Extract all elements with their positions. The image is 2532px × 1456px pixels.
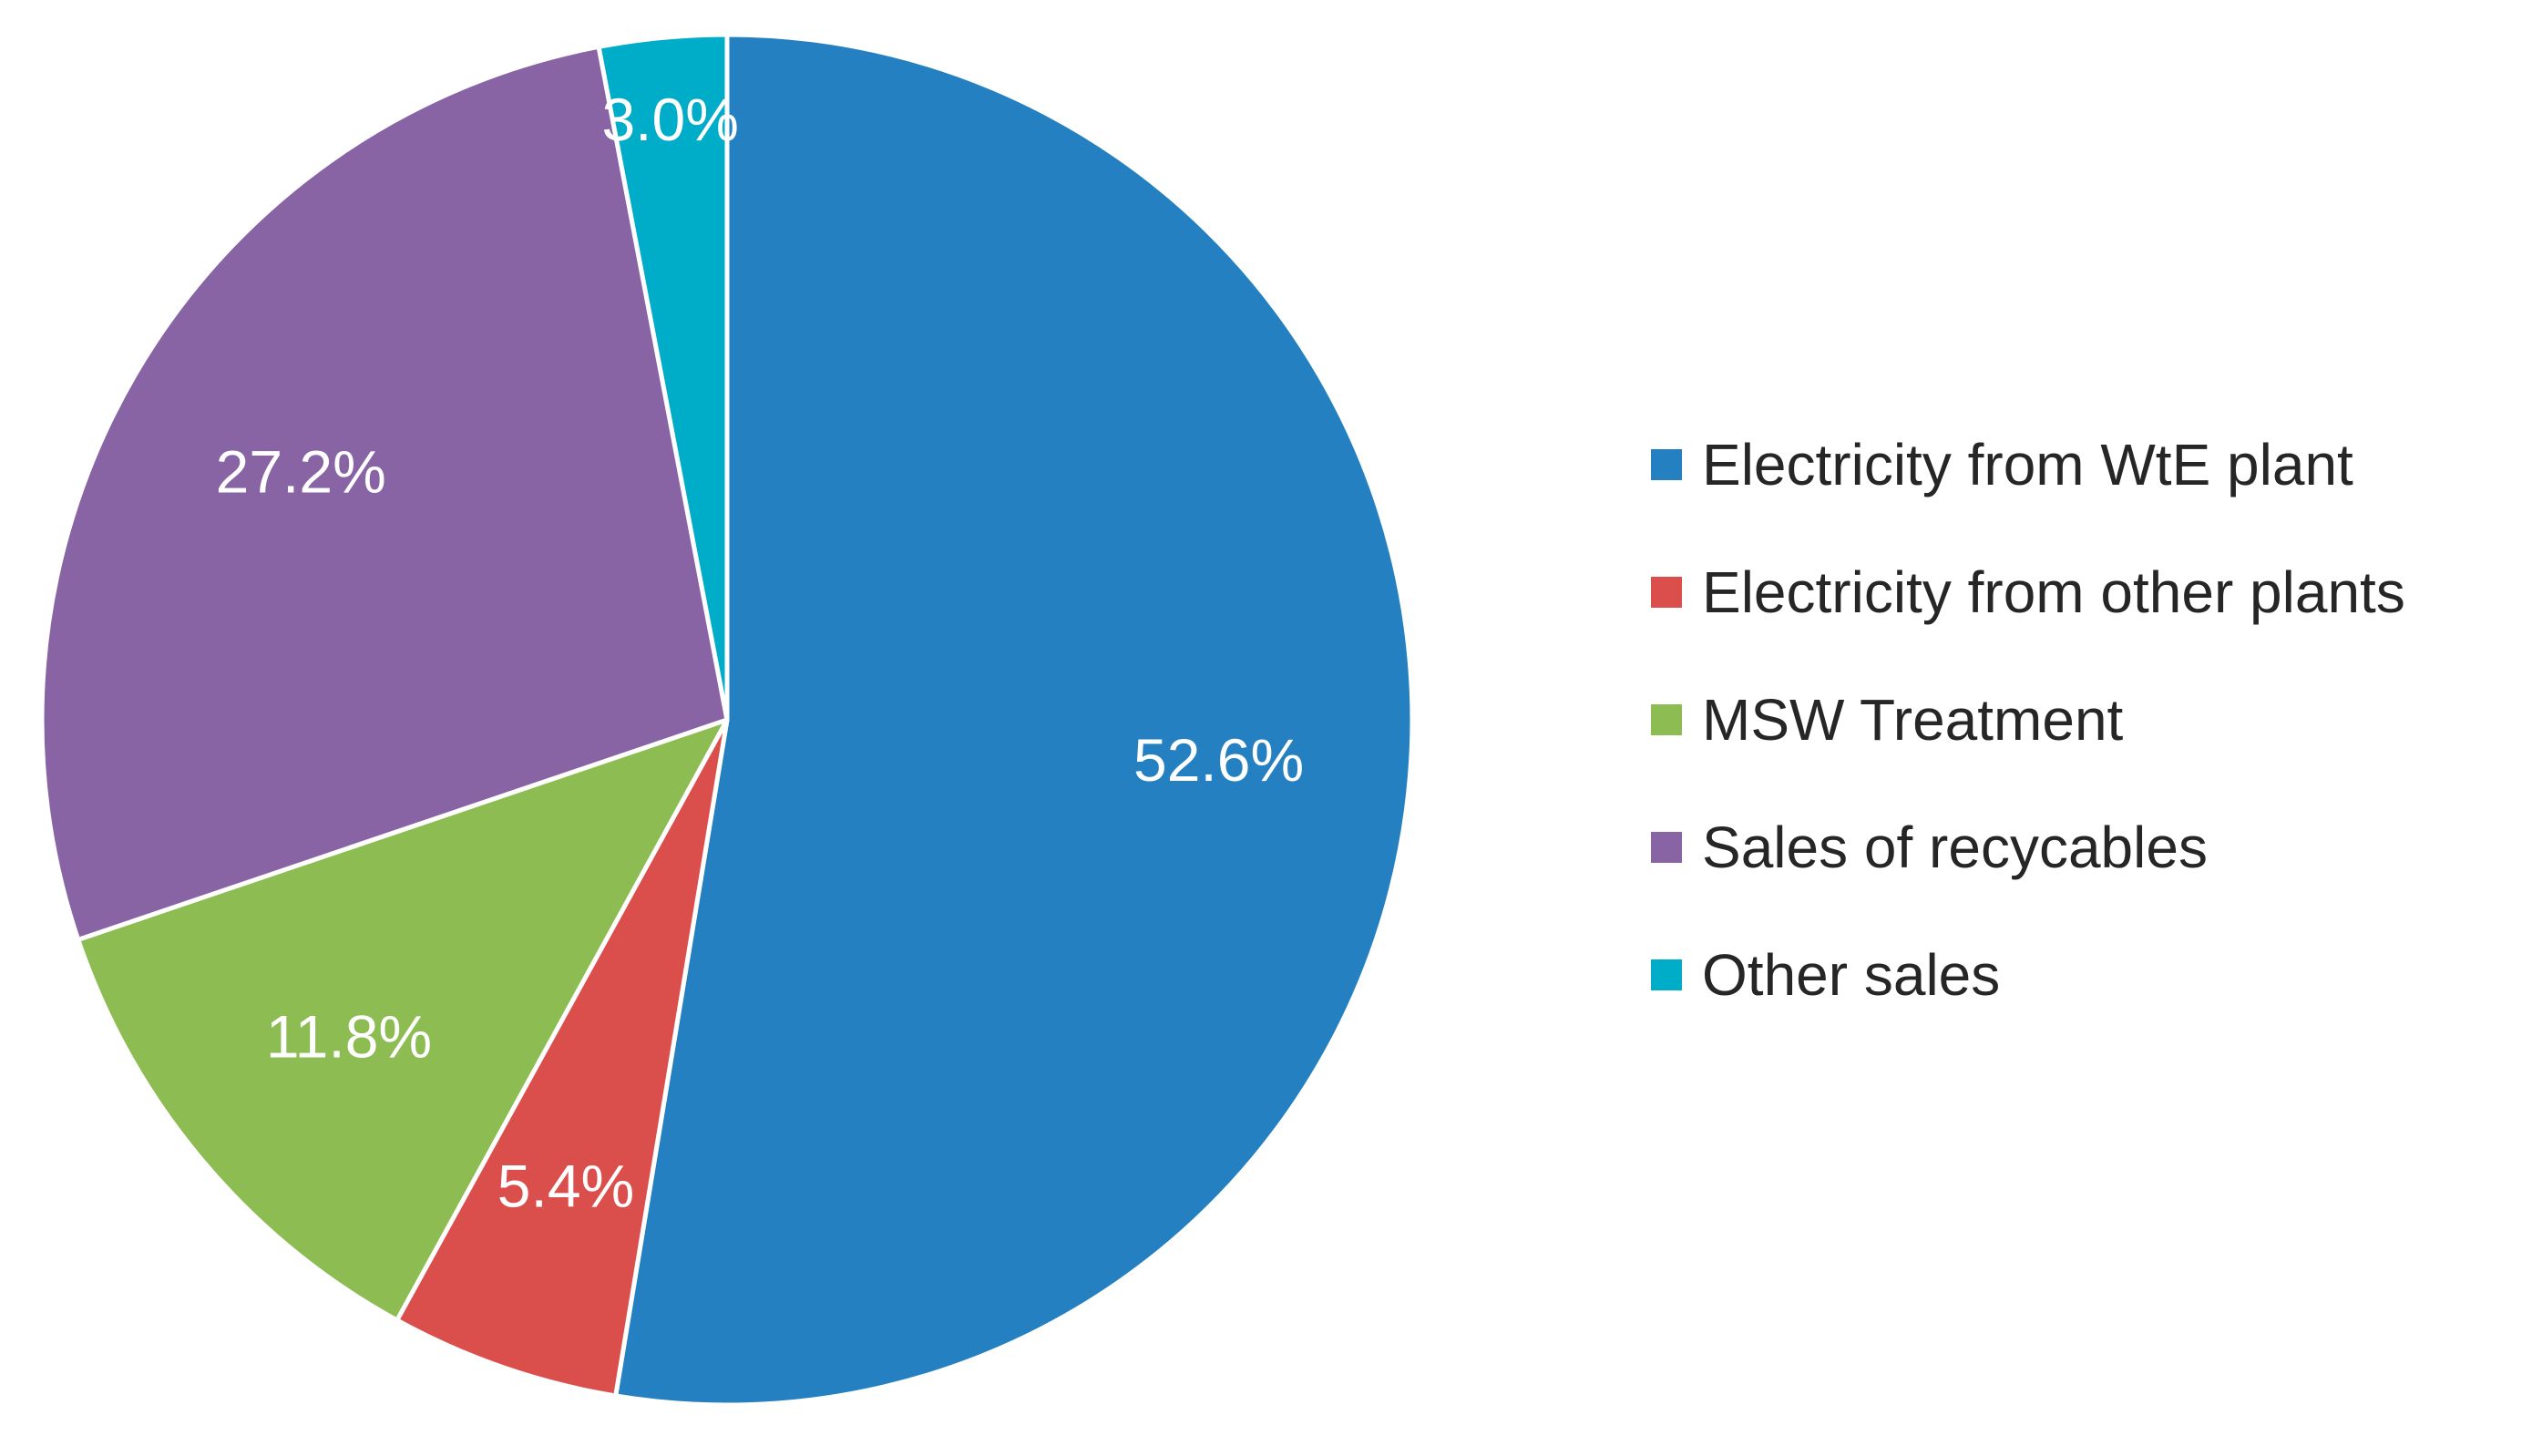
data-label-electricity-from-wte-plant: 52.6%: [1133, 726, 1304, 794]
legend-item-sales-of-recycables: Sales of recycables: [1651, 815, 2208, 880]
pie-slices: [39, 32, 1415, 1408]
data-label-sales-of-recycables: 27.2%: [216, 437, 386, 505]
legend-swatch: [1651, 577, 1682, 608]
legend-item-electricity-from-wte-plant: Electricity from WtE plant: [1651, 432, 2353, 497]
legend-label: Electricity from WtE plant: [1702, 432, 2353, 497]
pie-slice-electricity-from-wte-plant: [613, 32, 1415, 1408]
legend-item-electricity-from-other-plants: Electricity from other plants: [1651, 559, 2405, 625]
legend-swatch: [1651, 449, 1682, 480]
legend-label: Sales of recycables: [1702, 815, 2208, 880]
legend-swatch: [1651, 959, 1682, 990]
legend: Electricity from WtE plant Electricity fr…: [1651, 432, 2405, 1008]
legend-swatch: [1651, 832, 1682, 863]
legend-item-msw-treatment: MSW Treatment: [1651, 687, 2124, 753]
legend-item-other-sales: Other sales: [1651, 942, 2000, 1008]
legend-label: MSW Treatment: [1702, 687, 2124, 753]
data-label-other-sales: 3.0%: [601, 86, 738, 153]
pie-slice-electricity-from-other-plants: [395, 717, 730, 1399]
data-label-msw-treatment: 11.8%: [266, 1003, 432, 1071]
legend-swatch: [1651, 704, 1682, 735]
legend-label: Electricity from other plants: [1702, 559, 2405, 625]
data-label-electricity-from-other-plants: 5.4%: [497, 1153, 634, 1220]
pie-slice-msw-treatment: [76, 717, 730, 1323]
pie-data-labels: 52.6% 5.4% 11.8% 27.2% 3.0%: [216, 86, 1305, 1220]
pie-slice-other-sales: [596, 32, 730, 723]
legend-label: Other sales: [1702, 942, 2000, 1008]
pie-slice-sales-of-recycables: [39, 44, 730, 942]
